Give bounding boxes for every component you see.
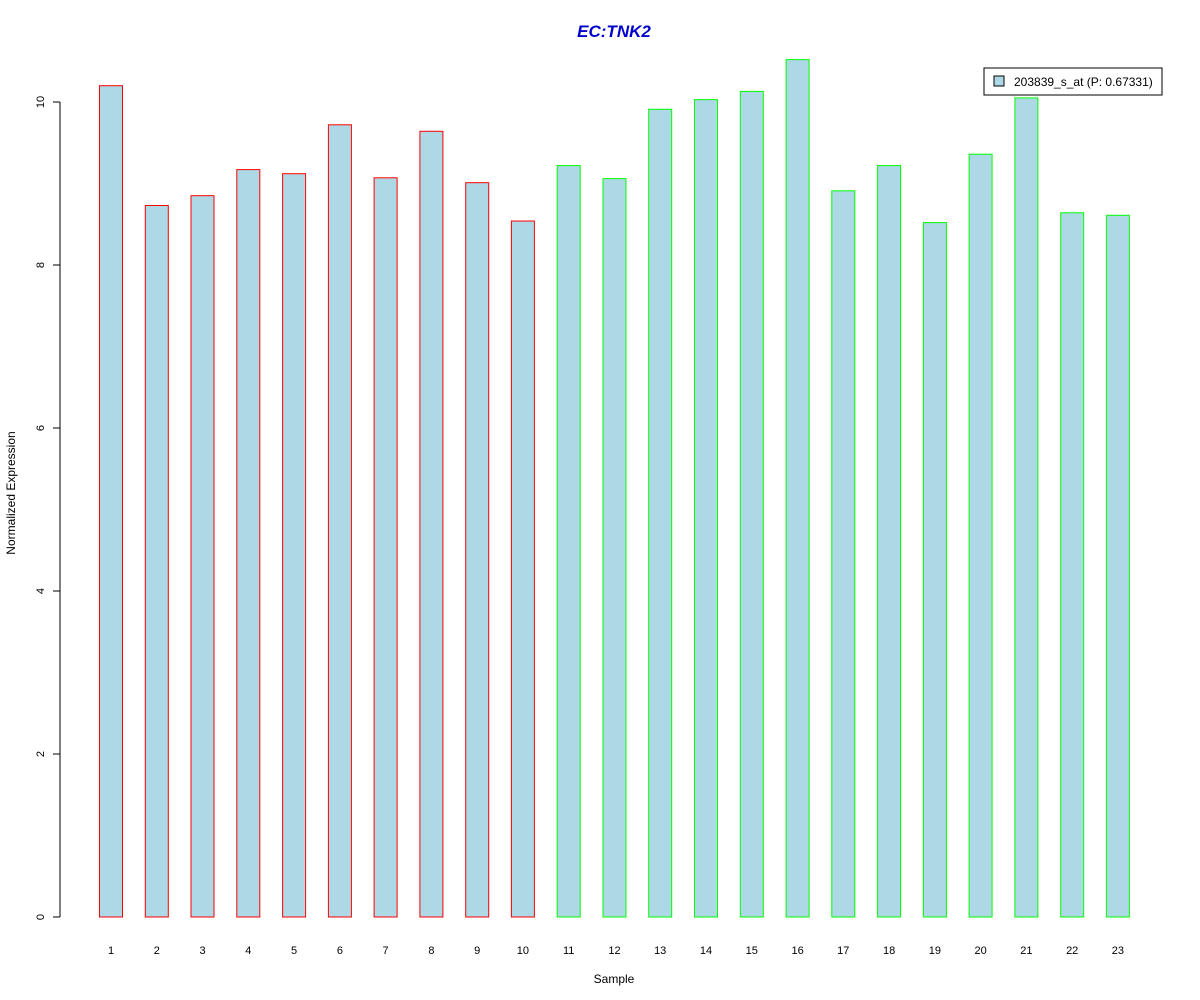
bar (922, 222, 947, 918)
x-tick-label: 23 (1112, 945, 1124, 957)
bar (739, 90, 764, 918)
x-tick-label: 11 (563, 945, 574, 957)
chart-title: EC:TNK2 (577, 22, 651, 41)
x-tick-label: 9 (474, 945, 480, 957)
x-tick-label: 8 (428, 945, 434, 957)
bar (465, 182, 490, 918)
bar (99, 85, 123, 918)
x-tick-label: 18 (883, 945, 895, 957)
bar (968, 153, 993, 918)
x-tick-label: 10 (517, 945, 529, 957)
bar (282, 173, 307, 918)
x-tick-label: 1 (108, 945, 114, 957)
y-tick-label: 8 (35, 262, 47, 268)
legend: 203839_s_at (P: 0.67331) (983, 67, 1163, 96)
x-tick-label: 3 (199, 945, 205, 957)
legend-swatch (993, 75, 1005, 87)
bar (831, 190, 856, 918)
bar (419, 130, 444, 918)
x-tick-label: 4 (245, 945, 251, 957)
bar (648, 108, 673, 918)
x-tick-label: 21 (1020, 945, 1032, 957)
bar (877, 165, 902, 918)
y-axis-label: Normalized Expression (4, 431, 18, 554)
legend-label: 203839_s_at (P: 0.67331) (1014, 75, 1153, 89)
x-tick-label: 6 (337, 945, 343, 957)
y-axis: 0 2 4 6 8 10 (35, 96, 60, 920)
bar (602, 178, 627, 918)
bar (556, 165, 581, 918)
x-tick-label: 7 (383, 945, 389, 957)
bar (510, 220, 535, 918)
x-tick-label: 19 (929, 945, 941, 957)
x-axis-label: Sample (594, 972, 635, 986)
bar (1014, 97, 1039, 918)
x-tick-label: 13 (654, 945, 666, 957)
bar (694, 99, 718, 918)
bar (144, 205, 169, 918)
bar (236, 169, 261, 918)
x-axis: 1 2 3 4 5 6 7 8 9 10 11 12 13 14 15 16 17 18 19 20 21 22 23 (108, 945, 1124, 957)
x-tick-label: 14 (700, 945, 712, 957)
bar (373, 177, 398, 918)
x-tick-label: 16 (791, 945, 803, 957)
y-tick-label: 2 (35, 751, 47, 757)
x-tick-label: 2 (154, 945, 160, 957)
bar (1105, 214, 1130, 918)
x-tick-label: 12 (608, 945, 620, 957)
plot-area (99, 59, 1130, 918)
bar (327, 124, 352, 918)
x-tick-label: 17 (837, 945, 849, 957)
x-tick-label: 20 (974, 945, 986, 957)
y-tick-label: 6 (35, 425, 47, 431)
x-tick-label: 22 (1066, 945, 1078, 957)
x-tick-label: 15 (746, 945, 758, 957)
legend-box (983, 67, 1163, 96)
x-tick-label: 5 (291, 945, 297, 957)
bar (785, 59, 810, 918)
y-tick-label: 10 (35, 96, 47, 108)
y-tick-label: 4 (35, 588, 47, 594)
bar (1060, 212, 1085, 918)
bar (190, 195, 215, 918)
y-tick-label: 0 (35, 914, 47, 920)
